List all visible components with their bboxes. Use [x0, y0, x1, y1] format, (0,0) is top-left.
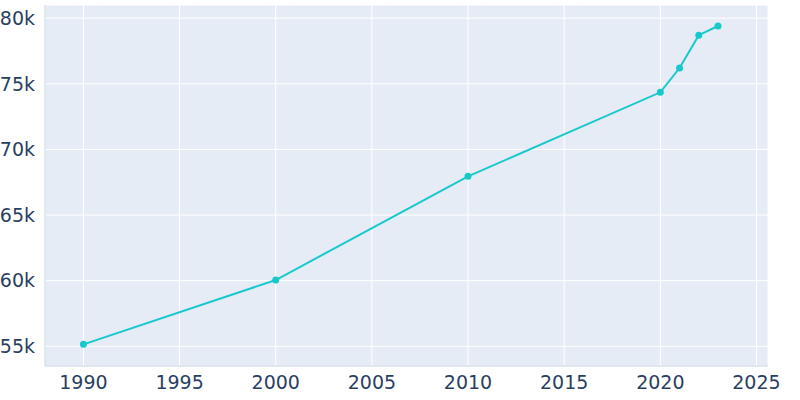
svg-text:1990: 1990: [59, 371, 107, 393]
svg-text:75k: 75k: [8, 73, 35, 95]
svg-text:60k: 60k: [8, 269, 35, 291]
svg-text:70k: 70k: [8, 138, 35, 160]
svg-text:1995: 1995: [155, 371, 203, 393]
svg-text:2025: 2025: [732, 371, 780, 393]
svg-text:80k: 80k: [8, 7, 35, 29]
svg-text:2000: 2000: [252, 371, 300, 393]
svg-text:55k: 55k: [8, 335, 35, 357]
svg-text:65k: 65k: [8, 204, 35, 226]
svg-text:2010: 2010: [444, 371, 492, 393]
svg-text:2005: 2005: [348, 371, 396, 393]
svg-text:2020: 2020: [636, 371, 684, 393]
svg-text:2015: 2015: [540, 371, 588, 393]
